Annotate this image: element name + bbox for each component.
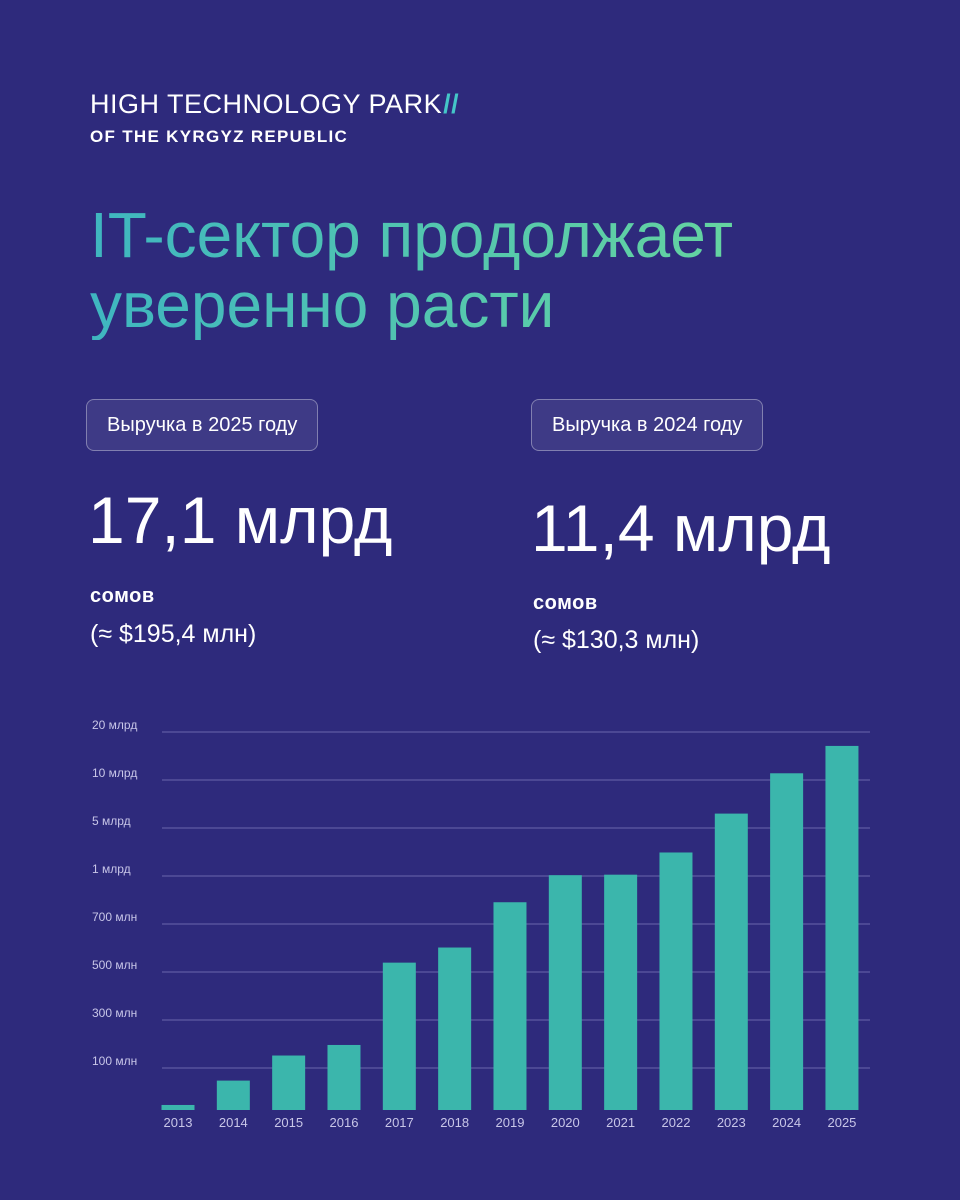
bar-2025 (825, 745, 859, 1110)
y-tick-label: 300 млн (92, 1006, 137, 1020)
y-tick-label: 100 млн (92, 1054, 137, 1068)
x-tick-label: 2016 (330, 1115, 359, 1130)
logo-slash-mark: // (443, 89, 460, 119)
y-tick-label: 20 млрд (92, 718, 137, 732)
x-tick-label: 2019 (496, 1115, 525, 1130)
x-tick-label: 2017 (385, 1115, 414, 1130)
revenue-bar-chart: 100 млн 300 млн 500 млн 700 млн 1 млрд 5 млрд… (92, 718, 870, 1130)
x-tick-label: 2025 (827, 1115, 856, 1130)
bar-2020 (548, 875, 582, 1110)
bar-2017 (382, 962, 416, 1110)
bar-2019 (493, 902, 527, 1110)
y-tick-label: 500 млн (92, 958, 137, 972)
x-tick-label: 2013 (164, 1115, 193, 1130)
revenue-2025-value: 17,1 млрд (88, 483, 393, 557)
y-tick-label: 700 млн (92, 910, 137, 924)
revenue-2025-currency: сомов (90, 585, 155, 607)
logo-subtitle: OF THE KYRGYZ REPUBLIC (90, 127, 349, 146)
bar-2013 (161, 1104, 195, 1110)
headline-line-1: IT-сектор продолжает (90, 199, 734, 271)
logo: HIGH TECHNOLOGY PARK// OF THE KYRGYZ REP… (90, 88, 459, 148)
x-tick-label: 2023 (717, 1115, 746, 1130)
revenue-2024-currency: сомов (533, 592, 598, 614)
y-tick-label: 1 млрд (92, 862, 131, 876)
bar-2024 (770, 773, 804, 1110)
y-tick-label: 5 млрд (92, 814, 131, 828)
bar-2014 (216, 1080, 250, 1110)
bar-2023 (714, 813, 748, 1110)
bar-2021 (604, 874, 638, 1110)
headline-line-2: уверенно расти (90, 269, 555, 341)
x-tick-label: 2015 (274, 1115, 303, 1130)
revenue-2024-usd: (≈ $130,3 млн) (533, 626, 700, 654)
revenue-2024-value: 11,4 млрд (531, 491, 831, 565)
x-tick-label: 2020 (551, 1115, 580, 1130)
bar-2022 (659, 852, 693, 1110)
bar-2016 (327, 1044, 361, 1110)
bar-2015 (272, 1055, 306, 1110)
x-tick-label: 2024 (772, 1115, 801, 1130)
revenue-2025-label: Выручка в 2025 году (86, 399, 319, 451)
bar-2018 (438, 947, 472, 1110)
x-tick-label: 2018 (440, 1115, 469, 1130)
revenue-2024-label: Выручка в 2024 году (531, 399, 764, 451)
x-tick-label: 2022 (662, 1115, 691, 1130)
x-tick-label: 2021 (606, 1115, 635, 1130)
headline: IT-сектор продолжает уверенно расти (90, 200, 910, 340)
logo-title: HIGH TECHNOLOGY PARK (90, 89, 443, 119)
y-tick-label: 10 млрд (92, 766, 137, 780)
revenue-2025-usd: (≈ $195,4 млн) (90, 620, 257, 648)
x-tick-label: 2014 (219, 1115, 248, 1130)
